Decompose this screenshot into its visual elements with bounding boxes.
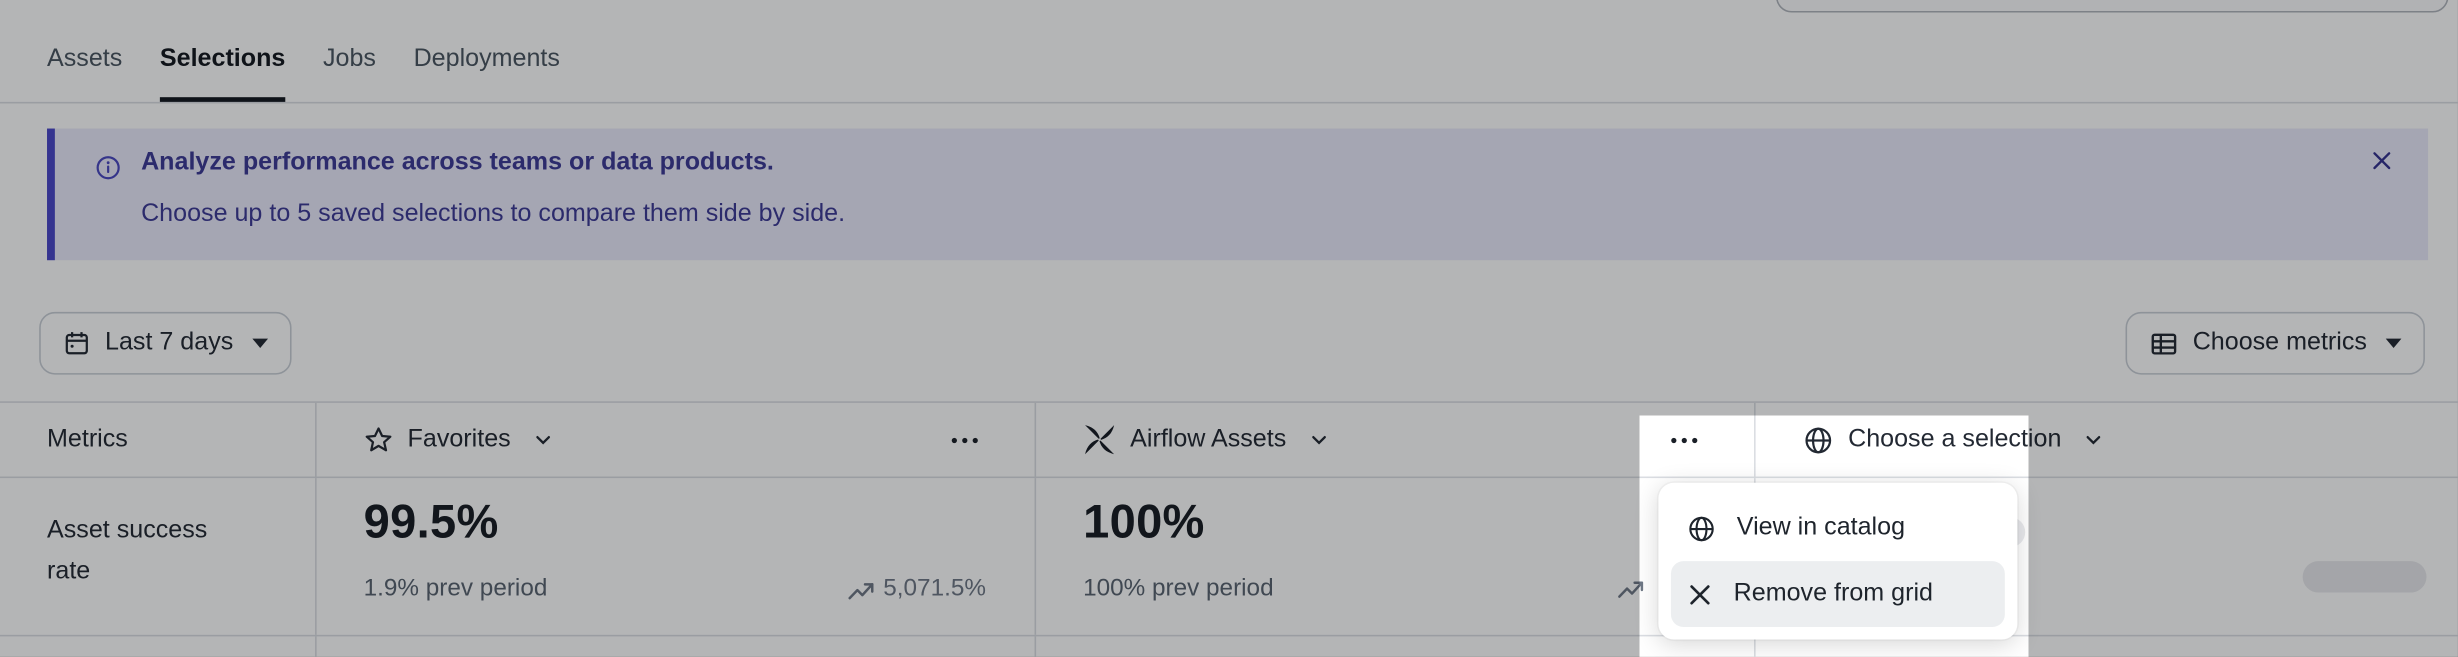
tab-deployments[interactable]: Deployments: [413, 45, 560, 73]
metrics-header-cell: Metrics: [0, 402, 317, 477]
trending-up-icon: [1618, 578, 1645, 598]
airflow-value-cell: [1036, 636, 1756, 657]
table-header-row: Metrics Favorites: [0, 401, 2458, 479]
metric-name-cell: Asset success rate: [0, 478, 317, 635]
star-icon: [364, 425, 394, 455]
caret-down-icon: [252, 338, 268, 348]
airflow-value-cell: 100% 100% prev period: [1036, 478, 1756, 635]
menu-item-remove-from-grid[interactable]: Remove from grid: [1670, 561, 2005, 627]
airflow-pinwheel-icon: [1083, 423, 1116, 456]
choose-selection-selector[interactable]: Choose a selection: [1803, 424, 2104, 455]
favorites-value-cell: 99.5% 1.9% prev period 5,071.5%: [317, 478, 1037, 635]
info-banner: Analyze performance across teams or data…: [47, 128, 2429, 261]
close-icon[interactable]: [2370, 149, 2394, 173]
date-range-label: Last 7 days: [105, 329, 234, 356]
tab-assets[interactable]: Assets: [47, 45, 123, 73]
airflow-assets-selector[interactable]: Airflow Assets: [1083, 423, 1328, 456]
favorites-selector[interactable]: Favorites: [364, 425, 553, 455]
cutoff-popover: [1775, 0, 2449, 13]
banner-title: Analyze performance across teams or data…: [141, 148, 774, 176]
trend-value: 5,071.5%: [883, 575, 986, 602]
banner-subtitle: Choose up to 5 saved selections to compa…: [141, 200, 846, 228]
column-header-airflow-assets: Airflow Assets: [1036, 402, 1756, 477]
metric-name-cell: [0, 636, 317, 657]
menu-item-view-in-catalog[interactable]: View in catalog: [1671, 495, 2005, 561]
caret-down-icon: [2385, 338, 2402, 348]
table-grid-icon: [2149, 328, 2179, 358]
column-context-menu: View in catalog Remove from grid: [1658, 482, 2018, 640]
column-label: Favorites: [407, 425, 511, 453]
column-menu-button[interactable]: [947, 429, 983, 449]
prev-period-label: 100% prev period: [1083, 575, 1274, 602]
menu-item-label: View in catalog: [1736, 514, 1906, 541]
trend-skeleton: [2302, 561, 2427, 593]
calendar-icon: [63, 329, 91, 357]
choose-metrics-label: Choose metrics: [2192, 329, 2367, 356]
tab-bar: Assets Selections Jobs Deployments: [0, 0, 2458, 104]
trending-up-icon: [847, 579, 874, 599]
chevron-down-icon: [1308, 429, 1328, 449]
metric-name: Asset success rate: [47, 517, 208, 585]
column-menu-button[interactable]: [1666, 429, 1702, 449]
table-row: Asset success rate 99.5% 1.9% prev perio…: [0, 478, 2458, 637]
x-icon: [1687, 581, 1714, 608]
favorites-value-cell: [317, 636, 1037, 657]
column-header-favorites: Favorites: [317, 402, 1037, 477]
tab-selections[interactable]: Selections: [159, 0, 286, 102]
menu-item-label: Remove from grid: [1733, 579, 1933, 607]
metric-value: 99.5%: [363, 496, 499, 549]
column-label: Airflow Assets: [1130, 425, 1287, 453]
chevron-down-icon: [2083, 429, 2103, 449]
globe-icon: [1803, 424, 1834, 455]
column-header-choose-selection: Choose a selection: [1756, 403, 2458, 477]
metrics-header-label: Metrics: [47, 425, 128, 453]
table-row-partial: [0, 636, 2458, 657]
prev-period-label: 1.9% prev period: [363, 575, 548, 602]
tab-jobs[interactable]: Jobs: [322, 45, 376, 73]
trend-indicator: 5,071.5%: [847, 575, 986, 603]
globe-icon: [1687, 513, 1717, 543]
date-range-button[interactable]: Last 7 days: [39, 311, 292, 375]
choose-metrics-button[interactable]: Choose metrics: [2125, 311, 2425, 375]
chevron-down-icon: [533, 429, 553, 449]
column-label: Choose a selection: [1848, 425, 2062, 453]
metric-value: 100%: [1083, 496, 1205, 549]
info-icon: [96, 155, 121, 180]
